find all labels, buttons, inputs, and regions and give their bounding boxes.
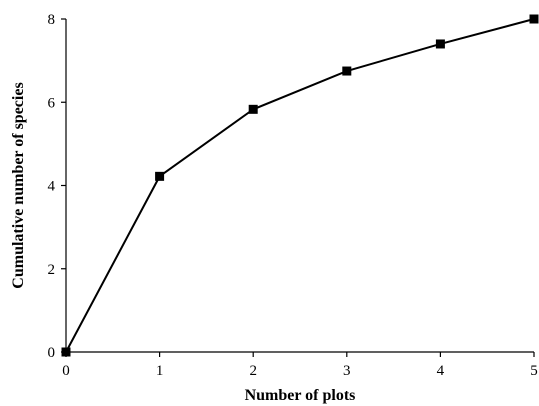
x-axis-ticks: 0 1 2 3 4 5 [62, 352, 538, 379]
x-tick-label: 1 [156, 363, 164, 379]
data-point-marker [61, 347, 71, 357]
x-tick-label: 0 [62, 363, 70, 379]
x-tick-label: 3 [343, 363, 351, 379]
x-tick-label: 4 [437, 363, 445, 379]
y-tick-label: 2 [48, 262, 56, 278]
x-axis-title: Number of plots [245, 387, 356, 404]
y-tick-label: 8 [48, 12, 56, 28]
data-point-marker [342, 66, 352, 76]
y-tick-label: 6 [48, 95, 56, 111]
series-line [65, 18, 535, 353]
y-tick-label: 4 [48, 179, 56, 195]
y-axis-title: Cumulative number of species [10, 82, 27, 288]
data-point-marker [529, 14, 539, 24]
data-point-marker [155, 171, 165, 181]
series-markers [61, 14, 539, 357]
data-point-marker [435, 39, 445, 49]
x-tick-label: 2 [249, 363, 257, 379]
x-tick-label: 5 [530, 363, 538, 379]
data-point-marker [248, 104, 258, 114]
y-axis-ticks: 0 2 4 6 8 [48, 12, 66, 361]
y-tick-label: 0 [48, 345, 56, 361]
